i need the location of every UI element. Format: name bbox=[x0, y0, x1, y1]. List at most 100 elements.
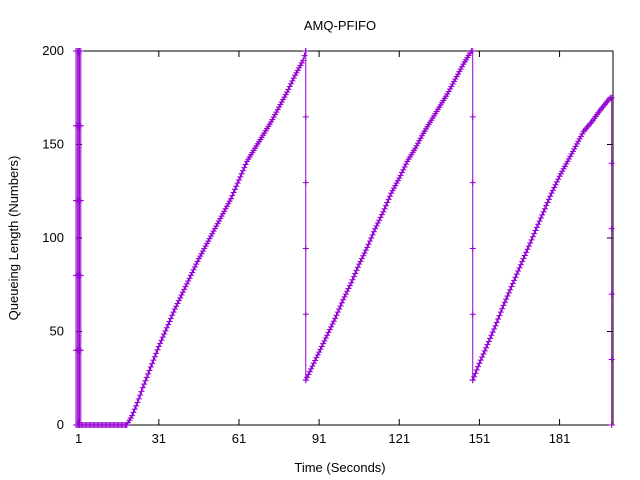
data-point-marker bbox=[368, 235, 375, 241]
x-tick-label: 31 bbox=[152, 431, 166, 446]
data-point-marker bbox=[193, 261, 200, 268]
data-point-marker bbox=[501, 299, 508, 306]
data-point-marker bbox=[384, 199, 391, 206]
data-point-marker bbox=[495, 316, 502, 323]
data-point-marker bbox=[380, 208, 387, 215]
data-point-marker bbox=[529, 233, 536, 240]
data-point-marker bbox=[321, 337, 328, 344]
data-point-marker bbox=[507, 286, 514, 293]
data-point-marker bbox=[493, 319, 500, 326]
data-point-marker bbox=[492, 322, 499, 329]
data-point-marker bbox=[361, 249, 368, 256]
data-point-marker bbox=[336, 306, 343, 313]
data-point-marker bbox=[306, 368, 313, 375]
data-point-marker bbox=[608, 291, 615, 298]
data-point-marker bbox=[553, 178, 560, 185]
data-point-marker bbox=[301, 52, 308, 59]
x-tick-label: 181 bbox=[549, 431, 571, 446]
data-point-marker bbox=[533, 224, 540, 231]
data-point-marker bbox=[545, 196, 552, 203]
data-point-marker bbox=[289, 77, 296, 84]
data-point-marker bbox=[341, 293, 348, 300]
data-point-marker bbox=[145, 370, 152, 377]
data-point-marker bbox=[138, 388, 145, 395]
data-point-marker bbox=[519, 258, 526, 265]
data-point-marker bbox=[171, 306, 178, 313]
y-tick-label: 50 bbox=[50, 324, 64, 339]
x-tick-label: 91 bbox=[312, 431, 326, 446]
data-point-marker bbox=[488, 332, 495, 339]
data-point-marker bbox=[468, 48, 475, 54]
data-point-marker bbox=[377, 214, 384, 221]
data-point-marker bbox=[366, 238, 373, 245]
data-point-marker bbox=[151, 353, 158, 360]
data-point-marker bbox=[333, 312, 340, 319]
data-point-marker bbox=[320, 340, 327, 347]
data-point-marker bbox=[547, 193, 554, 200]
data-point-marker bbox=[77, 272, 84, 279]
data-point-marker bbox=[608, 422, 615, 428]
data-point-marker bbox=[194, 258, 201, 265]
data-point-marker bbox=[308, 365, 315, 372]
data-point-marker bbox=[381, 205, 388, 212]
data-point-marker bbox=[484, 341, 491, 348]
data-point-marker bbox=[191, 263, 198, 270]
data-point-marker bbox=[338, 299, 345, 306]
data-point-marker bbox=[500, 302, 507, 309]
data-point-marker bbox=[353, 267, 360, 274]
data-point-marker bbox=[77, 347, 84, 354]
data-point-marker bbox=[309, 363, 316, 370]
data-point-marker bbox=[235, 177, 242, 184]
data-point-marker bbox=[396, 175, 403, 182]
data-point-marker bbox=[524, 246, 531, 253]
data-point-marker bbox=[552, 181, 559, 188]
chart-title: AMQ-PFIFO bbox=[304, 18, 376, 33]
data-point-marker bbox=[329, 321, 336, 328]
data-point-marker bbox=[398, 169, 405, 176]
data-point-marker bbox=[162, 327, 169, 334]
data-point-marker bbox=[516, 264, 523, 271]
data-point-marker bbox=[157, 340, 164, 347]
data-point-marker bbox=[525, 243, 532, 250]
data-point-marker bbox=[170, 309, 177, 316]
data-point-marker bbox=[469, 377, 476, 384]
data-point-marker bbox=[608, 160, 615, 167]
data-point-marker bbox=[139, 384, 146, 391]
data-point-marker bbox=[310, 360, 317, 367]
data-point-marker bbox=[386, 193, 393, 200]
data-point-marker bbox=[183, 280, 190, 287]
data-point-marker bbox=[356, 261, 363, 268]
data-point-marker bbox=[314, 351, 321, 358]
data-point-marker bbox=[302, 311, 309, 318]
data-point-marker bbox=[511, 277, 518, 284]
data-point-marker bbox=[288, 80, 295, 87]
data-point-marker bbox=[165, 321, 172, 328]
data-point-marker bbox=[527, 239, 534, 246]
data-point-marker bbox=[229, 192, 236, 199]
data-point-marker bbox=[175, 297, 182, 304]
data-point-marker bbox=[352, 270, 359, 277]
data-point-marker bbox=[134, 399, 141, 406]
data-point-marker bbox=[515, 268, 522, 275]
data-point-marker bbox=[378, 211, 385, 218]
data-point-marker bbox=[548, 190, 555, 197]
data-point-marker bbox=[239, 167, 246, 174]
data-point-marker bbox=[362, 247, 369, 254]
data-point-marker bbox=[302, 377, 309, 384]
data-point-marker bbox=[77, 48, 84, 54]
data-point-marker bbox=[358, 255, 365, 262]
data-point-marker bbox=[397, 172, 404, 179]
data-point-marker bbox=[485, 338, 492, 345]
data-point-marker bbox=[146, 367, 153, 374]
data-point-marker bbox=[337, 302, 344, 309]
data-point-marker bbox=[159, 334, 166, 341]
data-point-marker bbox=[555, 176, 562, 183]
data-point-marker bbox=[350, 273, 357, 280]
data-point-marker bbox=[477, 357, 484, 364]
data-point-marker bbox=[143, 374, 150, 381]
queue-length-line bbox=[472, 97, 611, 381]
data-point-marker bbox=[521, 252, 528, 259]
data-point-marker bbox=[469, 245, 476, 252]
data-point-marker bbox=[472, 370, 479, 377]
data-point-marker bbox=[178, 292, 185, 299]
